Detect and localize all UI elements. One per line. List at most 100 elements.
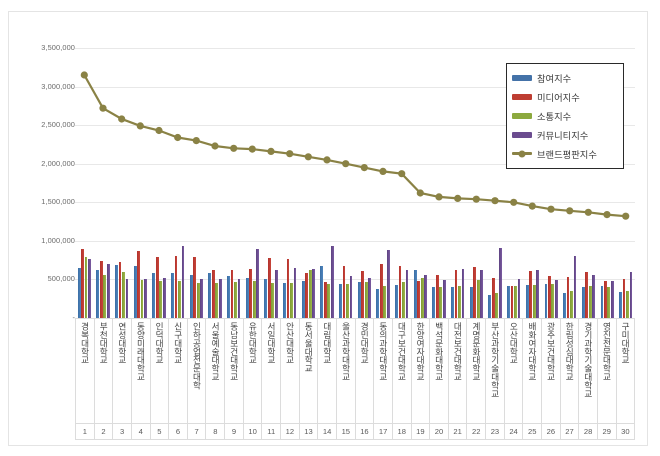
bar-미디어지수[interactable]	[118, 262, 122, 318]
bar-소통지수[interactable]	[364, 281, 368, 318]
bar-미디어지수[interactable]	[435, 274, 439, 318]
bar-미디어지수[interactable]	[622, 278, 626, 318]
bar-참여지수[interactable]	[432, 287, 436, 318]
bar-커뮤니티지수[interactable]	[573, 256, 577, 318]
bar-커뮤니티지수[interactable]	[349, 276, 353, 318]
bar-소통지수[interactable]	[346, 284, 349, 318]
line-marker-브랜드평판지수[interactable]	[584, 208, 592, 216]
line-marker-브랜드평판지수[interactable]	[155, 126, 163, 135]
bar-소통지수[interactable]	[495, 292, 499, 318]
bar-참여지수[interactable]	[357, 281, 361, 318]
bar-미디어지수[interactable]	[417, 280, 421, 318]
line-marker-브랜드평판지수[interactable]	[248, 145, 256, 153]
bar-소통지수[interactable]	[122, 271, 125, 318]
bar-소통지수[interactable]	[551, 284, 555, 318]
bar-참여지수[interactable]	[376, 288, 380, 318]
line-marker-브랜드평판지수[interactable]	[118, 115, 126, 123]
bar-커뮤니티지수[interactable]	[610, 280, 614, 318]
line-marker-브랜드평판지수[interactable]	[603, 211, 611, 219]
bar-소통지수[interactable]	[234, 281, 237, 318]
bar-참여지수[interactable]	[525, 284, 529, 318]
line-marker-브랜드평판지수[interactable]	[622, 212, 630, 220]
bar-참여지수[interactable]	[339, 284, 342, 318]
bar-미디어지수[interactable]	[155, 257, 159, 318]
bar-소통지수[interactable]	[402, 281, 405, 318]
bar-미디어지수[interactable]	[398, 266, 402, 318]
bar-참여지수[interactable]	[563, 292, 566, 318]
legend-item-2[interactable]: 미디어지수	[512, 87, 618, 106]
line-marker-브랜드평판지수[interactable]	[304, 153, 312, 161]
bar-미디어지수[interactable]	[454, 270, 458, 318]
line-marker-브랜드평판지수[interactable]	[566, 207, 574, 215]
bar-참여지수[interactable]	[77, 267, 81, 318]
bar-소통지수[interactable]	[626, 291, 629, 318]
legend-item-4[interactable]: 커뮤니티지수	[512, 125, 618, 144]
line-marker-브랜드평판지수[interactable]	[398, 170, 406, 178]
bar-커뮤니티지수[interactable]	[293, 267, 297, 318]
bar-소통지수[interactable]	[476, 280, 480, 318]
bar-참여지수[interactable]	[227, 276, 230, 318]
bar-참여지수[interactable]	[96, 270, 100, 318]
line-marker-브랜드평판지수[interactable]	[379, 167, 387, 175]
bar-소통지수[interactable]	[290, 283, 293, 318]
bar-미디어지수[interactable]	[585, 271, 589, 318]
bar-미디어지수[interactable]	[193, 257, 197, 318]
bar-소통지수[interactable]	[327, 284, 331, 318]
line-marker-브랜드평판지수[interactable]	[416, 189, 424, 197]
bar-참여지수[interactable]	[264, 279, 268, 318]
bar-소통지수[interactable]	[607, 287, 611, 318]
bar-소통지수[interactable]	[178, 280, 181, 318]
bar-미디어지수[interactable]	[249, 268, 253, 318]
bar-커뮤니티지수[interactable]	[218, 279, 222, 318]
line-marker-브랜드평판지수[interactable]	[323, 156, 331, 164]
bar-참여지수[interactable]	[507, 285, 510, 318]
bar-커뮤니티지수[interactable]	[125, 279, 129, 318]
line-marker-브랜드평판지수[interactable]	[528, 202, 536, 210]
bar-커뮤니티지수[interactable]	[106, 264, 110, 318]
bar-미디어지수[interactable]	[211, 270, 215, 318]
bar-참여지수[interactable]	[152, 272, 156, 318]
bar-참여지수[interactable]	[619, 291, 622, 318]
bar-커뮤니티지수[interactable]	[536, 270, 540, 318]
bar-커뮤니티지수[interactable]	[237, 278, 241, 318]
bar-참여지수[interactable]	[395, 284, 398, 318]
bar-참여지수[interactable]	[469, 287, 473, 318]
legend-item-5[interactable]: 브랜드평판지수	[512, 144, 618, 163]
bar-소통지수[interactable]	[103, 274, 107, 318]
bar-커뮤니티지수[interactable]	[405, 270, 409, 318]
bar-커뮤니티지수[interactable]	[629, 271, 633, 318]
bar-미디어지수[interactable]	[137, 250, 140, 318]
bar-소통지수[interactable]	[252, 280, 256, 318]
bar-미디어지수[interactable]	[286, 259, 290, 318]
bar-커뮤니티지수[interactable]	[498, 247, 502, 318]
line-marker-브랜드평판지수[interactable]	[192, 137, 200, 145]
line-marker-브랜드평판지수[interactable]	[80, 71, 88, 79]
bar-미디어지수[interactable]	[342, 265, 346, 318]
bar-커뮤니티지수[interactable]	[386, 250, 390, 318]
bar-커뮤니티지수[interactable]	[181, 246, 185, 318]
bar-커뮤니티지수[interactable]	[256, 249, 259, 318]
bar-미디어지수[interactable]	[379, 264, 383, 318]
bar-미디어지수[interactable]	[361, 270, 365, 318]
bar-참여지수[interactable]	[208, 273, 212, 318]
bar-커뮤니티지수[interactable]	[424, 274, 428, 318]
bar-소통지수[interactable]	[420, 277, 424, 318]
bar-커뮤니티지수[interactable]	[88, 258, 91, 318]
bar-소통지수[interactable]	[308, 270, 312, 318]
bar-소통지수[interactable]	[532, 284, 536, 318]
bar-커뮤니티지수[interactable]	[480, 270, 484, 318]
bar-소통지수[interactable]	[588, 285, 592, 318]
bar-미디어지수[interactable]	[323, 281, 327, 318]
legend-item-1[interactable]: 참여지수	[512, 68, 618, 87]
bar-참여지수[interactable]	[320, 266, 324, 318]
line-marker-브랜드평판지수[interactable]	[267, 147, 275, 155]
line-marker-브랜드평판지수[interactable]	[99, 104, 107, 112]
bar-미디어지수[interactable]	[510, 286, 514, 318]
bar-소통지수[interactable]	[140, 280, 144, 318]
bar-소통지수[interactable]	[84, 257, 88, 318]
bar-커뮤니티지수[interactable]	[312, 268, 316, 318]
line-marker-브랜드평판지수[interactable]	[342, 160, 350, 168]
bar-소통지수[interactable]	[570, 291, 573, 318]
bar-소통지수[interactable]	[383, 286, 387, 318]
bar-참여지수[interactable]	[544, 284, 548, 318]
